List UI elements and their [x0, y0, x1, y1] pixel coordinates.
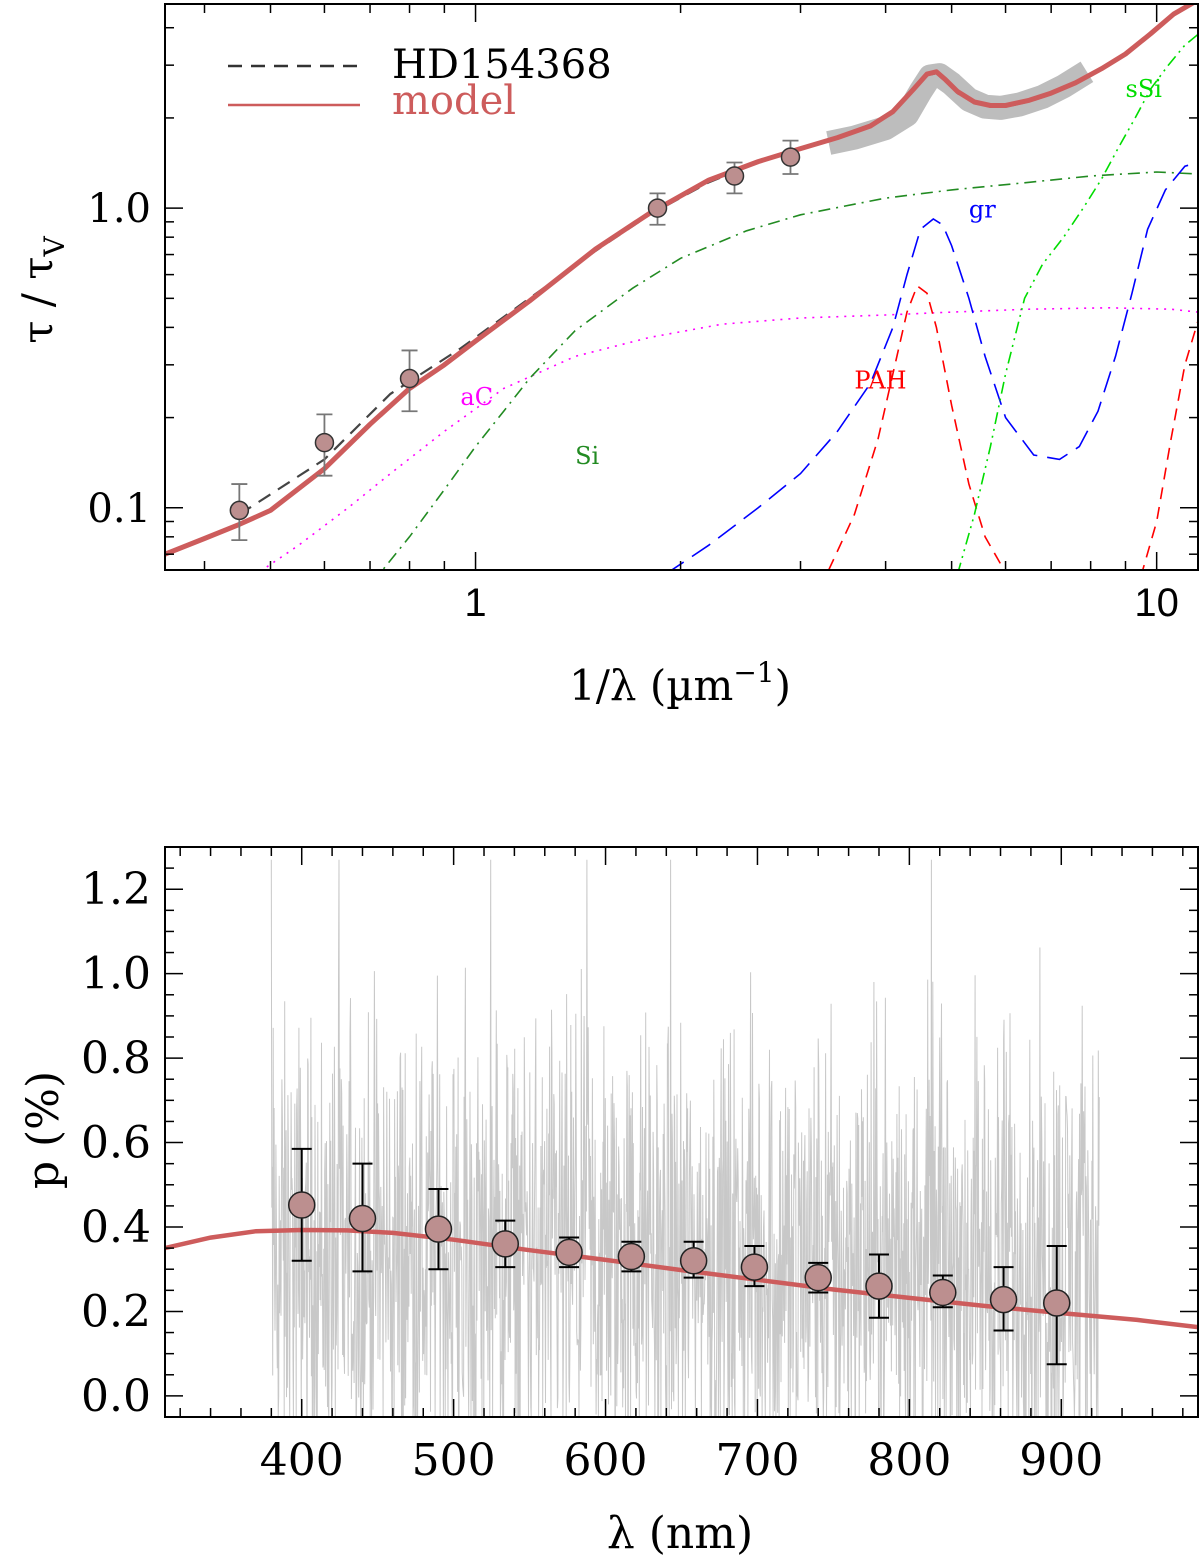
x-axis-label-extinction: 1/λ (µm−1) [569, 656, 791, 710]
data-point [555, 1238, 583, 1267]
data-point [229, 500, 250, 521]
data-point [724, 166, 745, 186]
y-tick-label: 0.4 [81, 1202, 151, 1253]
x-tick-label: 1 [464, 581, 486, 625]
x-tick-label: 700 [715, 1435, 799, 1486]
data-point [399, 368, 420, 389]
y-tick-label: 1.2 [81, 864, 151, 915]
y-tick-label: 1.0 [81, 949, 151, 1000]
polarization-data-points [287, 1147, 1071, 1366]
x-tick-label: 500 [412, 1435, 496, 1486]
y-tick-label: 0.8 [81, 1033, 151, 1084]
y-tick-label: 1.0 [87, 186, 151, 232]
uncertainty-band [826, 61, 1094, 155]
x-tick-label: 600 [564, 1435, 648, 1486]
polarization-axis-ticks: 400 500 600 700 800 900 0.0 0.2 0.4 0.6 0.8 1.0 1.2 [81, 846, 1198, 1486]
polarization-panel: 400 500 600 700 800 9000.00.20.40.60.81.01.2 … [18, 846, 1199, 1556]
data-point [865, 1272, 893, 1300]
data-point [424, 1215, 453, 1243]
polarization-plot-frame [164, 846, 1199, 1418]
extinction-data-points [229, 139, 801, 542]
component-label-ssi: sSi [1126, 75, 1163, 103]
extinction-plot-frame [164, 3, 1199, 571]
data-point [287, 1191, 316, 1219]
component-curve-pah [827, 284, 1198, 570]
data-point [647, 198, 668, 218]
extinction-panel: aC Si gr PAH sSi 1 10 0.1 1.0 HD154368 model 1/… [13, 3, 1199, 710]
dust-components [260, 33, 1198, 570]
data-point [1042, 1289, 1071, 1317]
component-curve-ssi [957, 33, 1198, 570]
data-point [679, 1247, 708, 1275]
data-point [989, 1285, 1018, 1314]
x-tick-label: 10 [1134, 581, 1179, 625]
component-label-gr: gr [969, 196, 996, 224]
x-tick-label: 900 [1019, 1435, 1103, 1486]
x-tick-label: 800 [867, 1435, 951, 1486]
x-tick-label: 400 [260, 1435, 344, 1486]
component-labels: aC Si gr PAH sSi [460, 75, 1162, 470]
y-axis-label-polarization: p (%) [18, 1071, 69, 1189]
noisy-spectrum-trace [270, 859, 1100, 1417]
x-axis-label-polarization: λ (nm) [607, 1508, 753, 1556]
component-label-si: Si [575, 442, 599, 470]
component-label-pah: PAH [854, 367, 906, 395]
y-tick-label: 0.1 [87, 486, 151, 532]
component-label-ac: aC [460, 383, 493, 411]
component-curve-gr [670, 161, 1198, 570]
data-point [491, 1230, 520, 1258]
data-point [617, 1242, 646, 1271]
data-point [348, 1204, 377, 1233]
component-curve-si [381, 171, 1198, 570]
component-curve-ac [260, 306, 1198, 570]
y-axis-label-extinction: τ / τV [13, 235, 71, 343]
legend-label-observed: HD154368 [392, 42, 612, 88]
extinction-curves [165, 4, 1197, 557]
legend-label-model: model [392, 78, 516, 124]
data-point [929, 1278, 957, 1307]
legend: HD154368 model [228, 42, 612, 124]
data-point [314, 432, 335, 453]
polarization-spectrum [270, 859, 1100, 1417]
observed-uncertainty-band [826, 61, 1094, 155]
y-tick-label: 0.6 [81, 1118, 151, 1169]
data-point [740, 1253, 769, 1281]
data-point [804, 1263, 832, 1292]
extinction-axis-ticks: 1 10 0.1 1.0 [87, 4, 1198, 625]
y-tick-label: 0.0 [81, 1371, 151, 1422]
y-tick-label: 0.2 [81, 1286, 151, 1337]
model-extinction-curve [165, 4, 1197, 557]
data-point [780, 147, 801, 167]
